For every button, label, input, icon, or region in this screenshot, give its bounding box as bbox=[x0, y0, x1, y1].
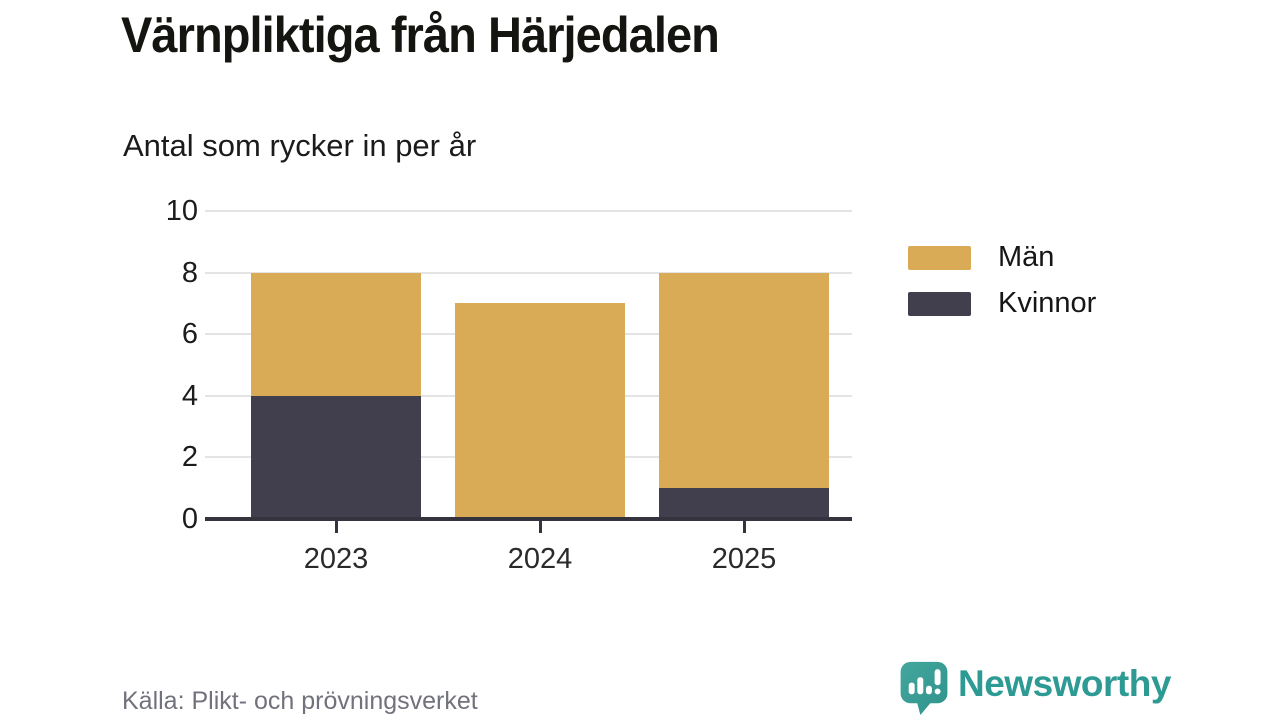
gridline-y10 bbox=[205, 210, 852, 212]
y-axis-tick-label: 2 bbox=[181, 441, 198, 474]
bar-2025-kvinnor bbox=[659, 488, 829, 519]
x-axis-tick bbox=[538, 521, 542, 533]
source-caption: Källa: Plikt- och prövningsverket bbox=[122, 687, 478, 715]
bar-2025-män bbox=[659, 272, 829, 489]
bar-2024-män bbox=[455, 303, 625, 519]
y-axis-tick-label: 4 bbox=[181, 379, 198, 412]
newsworthy-speech-bubble-icon bbox=[900, 661, 948, 715]
bar-2023-kvinnor bbox=[251, 395, 421, 519]
legend-swatch-kvinnor bbox=[908, 292, 971, 316]
legend-label-kvinnor: Kvinnor bbox=[998, 287, 1097, 319]
x-axis-line bbox=[205, 517, 852, 521]
brand-wordmark: Newsworthy bbox=[958, 663, 1171, 704]
legend-swatch-man bbox=[908, 246, 971, 270]
y-axis-tick-label: 8 bbox=[181, 256, 198, 289]
x-axis-tick bbox=[742, 521, 746, 533]
x-axis-tick bbox=[334, 521, 338, 533]
chart-subtitle: Antal som rycker in per år bbox=[123, 128, 477, 163]
x-axis-tick-label: 2023 bbox=[303, 543, 369, 575]
x-axis-tick-label: 2025 bbox=[711, 543, 777, 575]
x-axis-tick-label: 2024 bbox=[507, 543, 573, 575]
legend-label-man: Män bbox=[998, 241, 1055, 273]
gridline-y8 bbox=[205, 271, 852, 274]
bar-2023-män bbox=[251, 272, 421, 396]
y-axis-tick-label: 0 bbox=[181, 503, 198, 535]
chart-title: Värnpliktiga från Härjedalen bbox=[121, 7, 720, 63]
y-axis-tick-label: 10 bbox=[165, 195, 198, 227]
y-axis-tick-label: 6 bbox=[181, 318, 198, 351]
